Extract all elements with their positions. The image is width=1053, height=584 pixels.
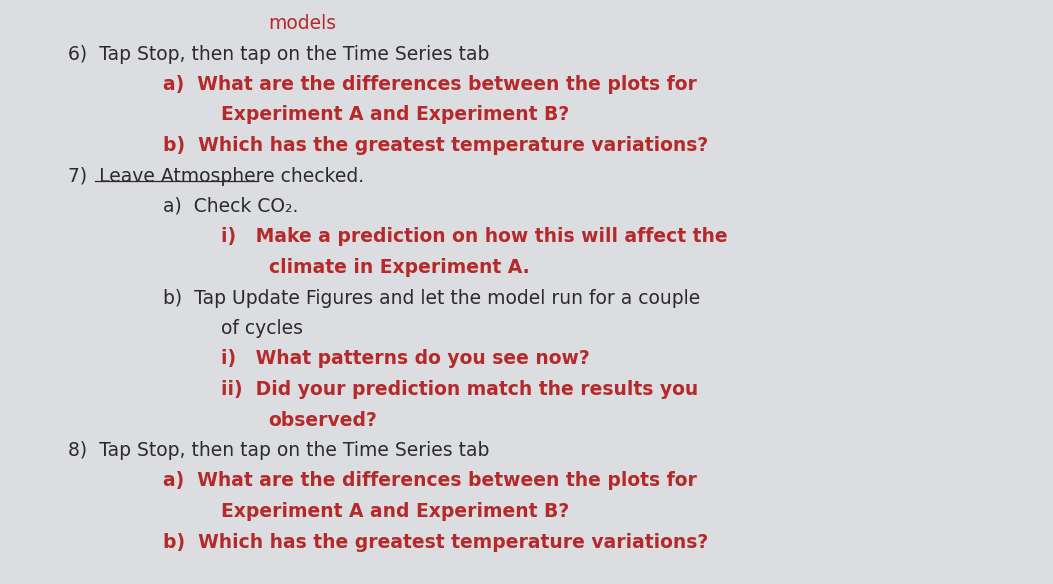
Text: observed?: observed?: [269, 411, 377, 429]
Text: 7)  Leave Atmosphere checked.: 7) Leave Atmosphere checked.: [68, 166, 364, 186]
Text: of cycles: of cycles: [221, 319, 303, 338]
Text: i)   Make a prediction on how this will affect the: i) Make a prediction on how this will af…: [221, 228, 728, 246]
Text: 6)  Tap Stop, then tap on the Time Series tab: 6) Tap Stop, then tap on the Time Series…: [68, 44, 490, 64]
Text: climate in Experiment A.: climate in Experiment A.: [269, 258, 530, 277]
Text: a)  What are the differences between the plots for: a) What are the differences between the …: [163, 75, 697, 94]
Text: a)  Check CO₂.: a) Check CO₂.: [163, 197, 299, 216]
Text: Experiment A and Experiment B?: Experiment A and Experiment B?: [221, 106, 570, 124]
Text: models: models: [269, 14, 337, 33]
Text: ii)  Did your prediction match the results you: ii) Did your prediction match the result…: [221, 380, 698, 399]
Text: Experiment A and Experiment B?: Experiment A and Experiment B?: [221, 502, 570, 521]
Text: b)  Tap Update Figures and let the model run for a couple: b) Tap Update Figures and let the model …: [163, 288, 700, 308]
Text: i)   What patterns do you see now?: i) What patterns do you see now?: [221, 349, 590, 369]
Text: 8)  Tap Stop, then tap on the Time Series tab: 8) Tap Stop, then tap on the Time Series…: [68, 441, 490, 460]
Text: a)  What are the differences between the plots for: a) What are the differences between the …: [163, 471, 697, 491]
Text: b)  Which has the greatest temperature variations?: b) Which has the greatest temperature va…: [163, 533, 709, 551]
Text: b)  Which has the greatest temperature variations?: b) Which has the greatest temperature va…: [163, 136, 709, 155]
